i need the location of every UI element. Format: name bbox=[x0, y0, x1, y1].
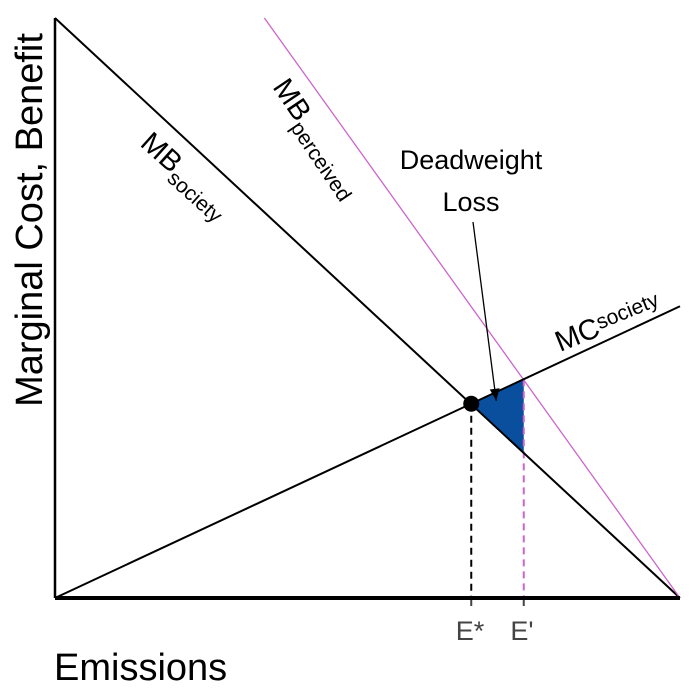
x-tick-label-e-star: E* bbox=[456, 616, 485, 646]
y-axis-title: Marginal Cost, Benefit bbox=[9, 33, 51, 407]
mb-perceived-curve bbox=[263, 17, 681, 599]
mc-society-label: MCsociety bbox=[551, 287, 666, 358]
equilibrium-point bbox=[463, 395, 480, 412]
mc-society-curve bbox=[54, 305, 681, 599]
plot-area bbox=[54, 17, 681, 606]
mb-society-label-sub: society bbox=[163, 167, 227, 228]
deadweight-loss-label-line1: Deadweight bbox=[400, 145, 543, 175]
x-tick-label-e-prime: E' bbox=[510, 616, 533, 646]
mc-society-label-sub: society bbox=[593, 288, 663, 334]
axes bbox=[53, 18, 680, 600]
deadweight-loss-arrowhead bbox=[489, 388, 500, 401]
x-axis-title: Emissions bbox=[54, 647, 227, 689]
mb-society-label: MBsociety bbox=[130, 126, 237, 227]
deadweight-loss-arrow bbox=[472, 221, 497, 401]
deadweight-loss-label-line2: Loss bbox=[442, 187, 499, 217]
mb-society-curve bbox=[54, 17, 681, 599]
